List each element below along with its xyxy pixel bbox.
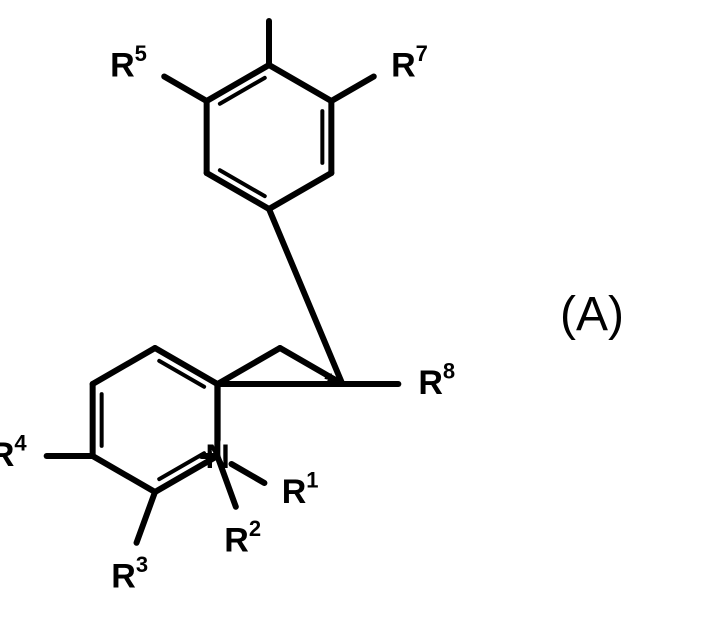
substituent-R2: R2 (224, 516, 261, 559)
substituent-R8: R8 (418, 359, 455, 402)
chiral-star: * (324, 368, 336, 401)
formula-label: (A) (560, 288, 624, 341)
substituent-R5: R5 (110, 41, 147, 84)
substituent-R4: R4 (0, 431, 27, 474)
substituent-R7: R7 (391, 41, 428, 84)
substituent-R3: R3 (111, 552, 148, 595)
substituent-R1: R1 (282, 468, 319, 511)
substituent-R6: R6 (251, 0, 288, 7)
molecule-diagram: N*R1R2R3R4R5R6R7R8(A) (0, 0, 709, 627)
